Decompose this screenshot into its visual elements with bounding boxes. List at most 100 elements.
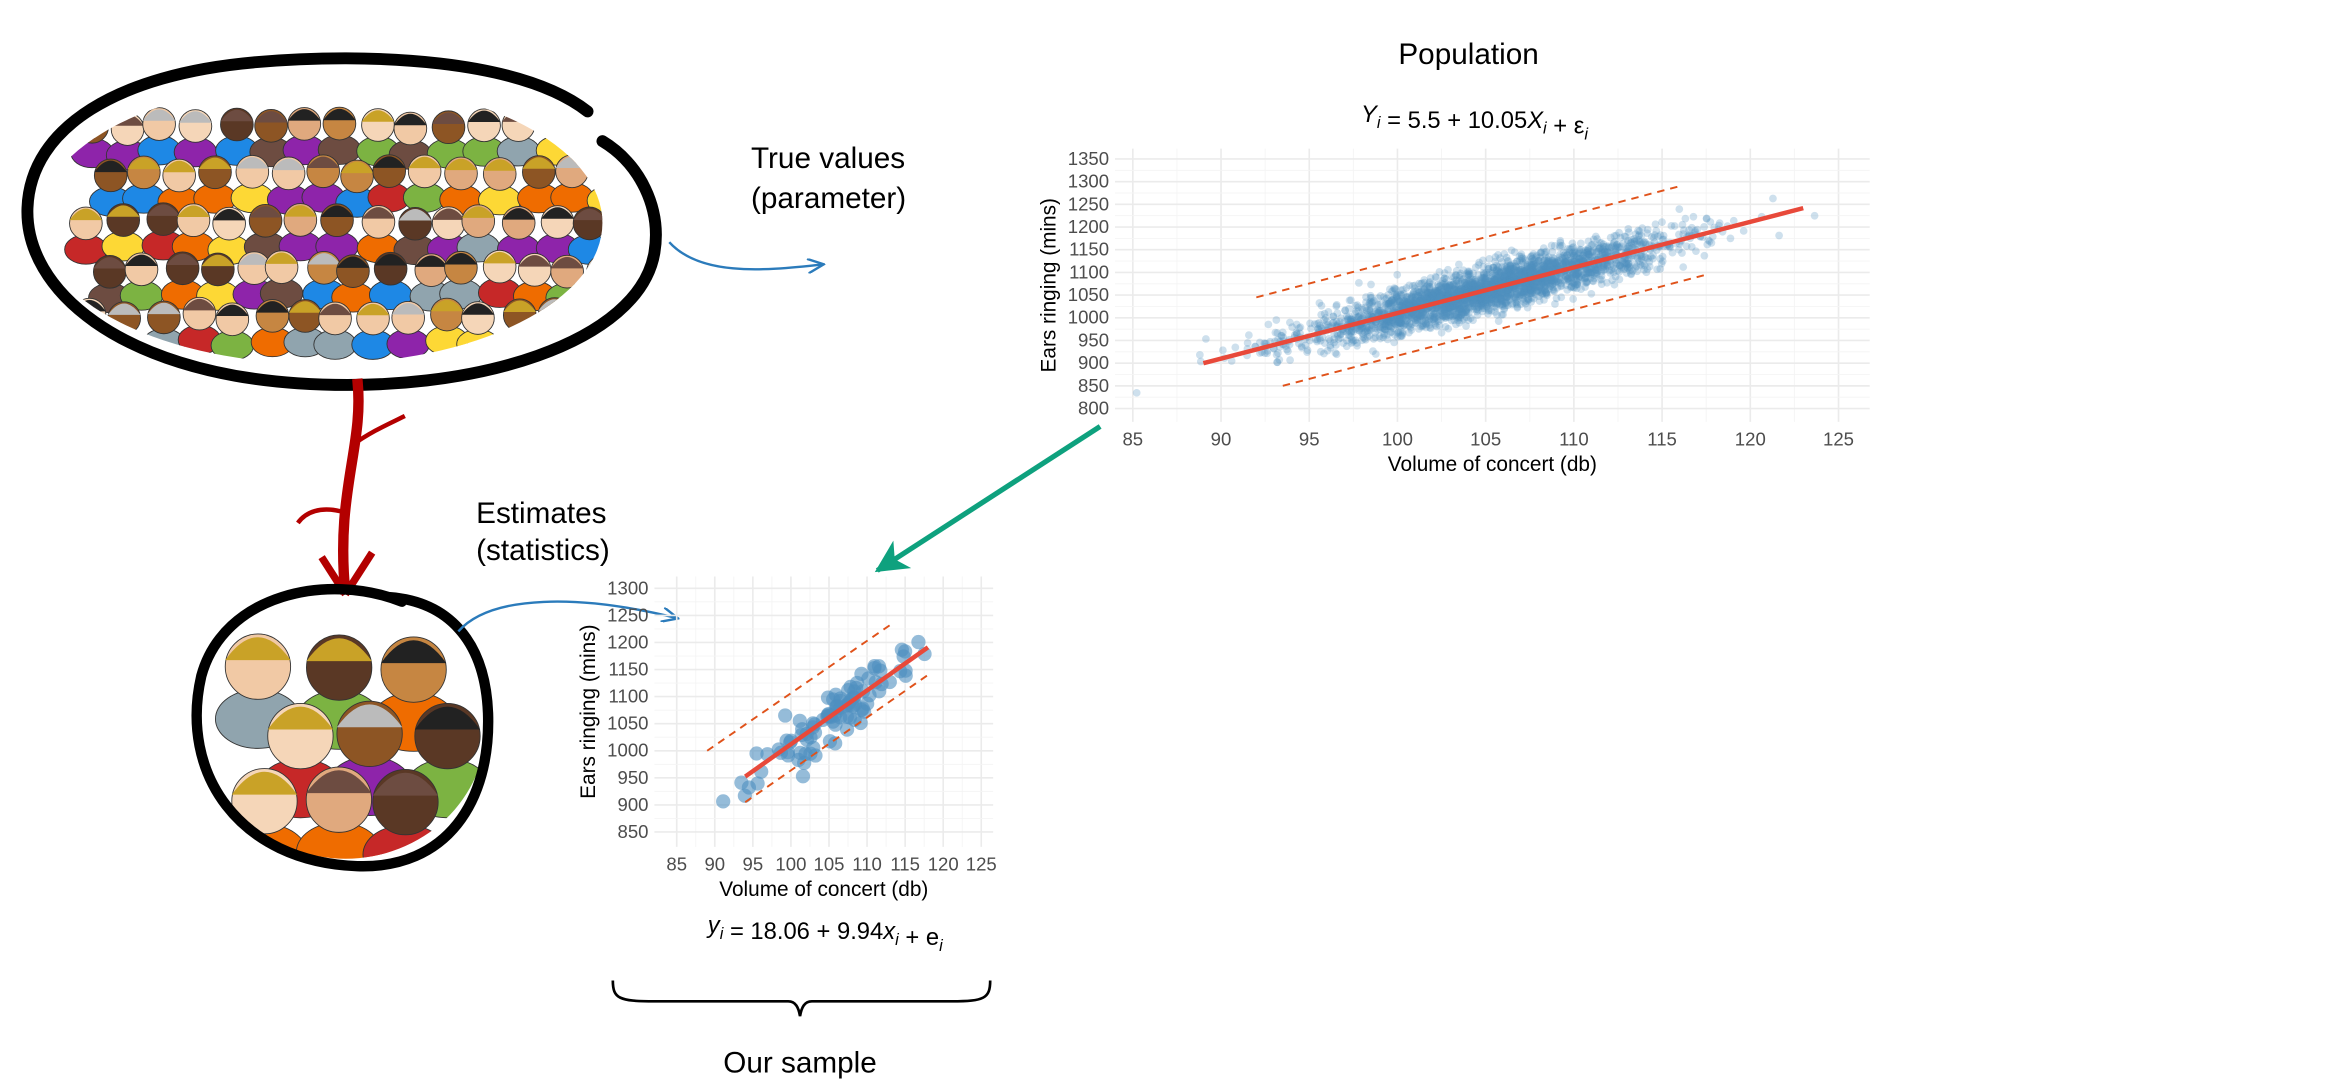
data-point (1443, 290, 1451, 299)
data-point (1402, 295, 1411, 304)
data-point (1606, 233, 1615, 242)
data-point (1533, 277, 1542, 286)
data-point (1445, 311, 1454, 319)
x-tick-label: 120 (1735, 429, 1766, 450)
data-point (1339, 339, 1348, 347)
data-point (1582, 273, 1591, 282)
person-hair (220, 109, 254, 122)
person-hair (461, 206, 495, 218)
data-point (1371, 333, 1380, 342)
person-face (540, 107, 575, 142)
data-point (1467, 282, 1476, 291)
data-point (1415, 312, 1424, 321)
data-point (1491, 298, 1500, 307)
data-point (1442, 290, 1451, 299)
data-point (1367, 321, 1376, 329)
data-point (1417, 307, 1426, 316)
data-point (1398, 298, 1407, 306)
data-point (1497, 310, 1506, 319)
data-point (1478, 277, 1487, 286)
data-point (1450, 282, 1459, 291)
data-point (1397, 291, 1405, 299)
data-point (1457, 277, 1466, 285)
data-point (1543, 278, 1551, 287)
data-point (1480, 270, 1488, 279)
data-point (1450, 285, 1459, 294)
data-point (1584, 237, 1593, 246)
data-point (1403, 298, 1412, 306)
data-point (1622, 269, 1631, 277)
data-point (1546, 261, 1555, 270)
data-point (1509, 272, 1518, 281)
person-hair (318, 303, 352, 316)
data-point (1600, 266, 1608, 275)
data-point (1586, 248, 1595, 257)
data-point (1611, 272, 1620, 281)
y-tick-label: 1100 (1069, 261, 1109, 282)
data-point (1320, 309, 1329, 318)
data-point (1447, 301, 1455, 310)
data-point (1593, 263, 1602, 271)
data-point (1450, 285, 1459, 293)
equation-sub: i (895, 931, 899, 949)
data-point (1452, 320, 1460, 329)
data-point (1492, 271, 1500, 280)
data-point (1534, 260, 1542, 269)
data-point (1355, 326, 1364, 335)
data-point (1549, 254, 1557, 262)
y-tick-label: 1200 (1068, 216, 1109, 237)
data-point (1512, 266, 1521, 275)
data-point (1406, 323, 1415, 332)
data-point (1468, 283, 1477, 291)
data-point (1514, 267, 1523, 275)
data-point (1531, 281, 1539, 289)
data-point (1550, 242, 1559, 250)
data-point (1435, 308, 1444, 317)
data-point (1416, 311, 1425, 320)
data-point (1598, 250, 1607, 258)
data-point (1517, 250, 1526, 259)
data-point (1366, 293, 1375, 302)
data-point (1333, 329, 1342, 338)
data-point (1388, 316, 1397, 325)
data-point (1360, 334, 1369, 343)
data-point (1378, 306, 1387, 315)
data-point (1518, 269, 1526, 277)
data-point (1434, 312, 1443, 321)
equation-sub: i (1584, 126, 1588, 144)
data-point (1417, 322, 1425, 331)
data-point (1575, 272, 1583, 281)
data-point (1366, 298, 1374, 307)
data-point (1483, 270, 1491, 279)
data-point (1466, 272, 1475, 280)
data-point (1654, 232, 1662, 241)
data-point (1550, 278, 1559, 287)
data-point (1479, 298, 1487, 307)
data-point (1604, 243, 1613, 252)
data-point (1544, 258, 1553, 266)
data-point (1385, 322, 1394, 331)
person-hair (125, 254, 158, 267)
data-point (1675, 230, 1683, 239)
data-point (1511, 284, 1520, 293)
data-point (1316, 321, 1324, 330)
data-point (1412, 299, 1421, 307)
person-hair (320, 205, 354, 217)
data-point (1408, 292, 1417, 301)
data-point (1476, 295, 1485, 304)
data-point (1653, 265, 1661, 274)
data-point (1587, 241, 1596, 249)
data-point (1337, 314, 1345, 323)
data-point (1381, 320, 1389, 329)
y-tick-label: 1000 (607, 740, 648, 761)
data-point (1376, 306, 1385, 315)
data-point (1462, 307, 1471, 316)
data-point (1395, 297, 1404, 306)
data-point (1434, 292, 1443, 300)
data-point (1317, 323, 1325, 332)
data-point (1380, 325, 1389, 334)
data-point (1435, 289, 1443, 298)
data-point (1508, 264, 1516, 273)
data-point (1419, 309, 1428, 317)
data-point (1541, 282, 1550, 291)
